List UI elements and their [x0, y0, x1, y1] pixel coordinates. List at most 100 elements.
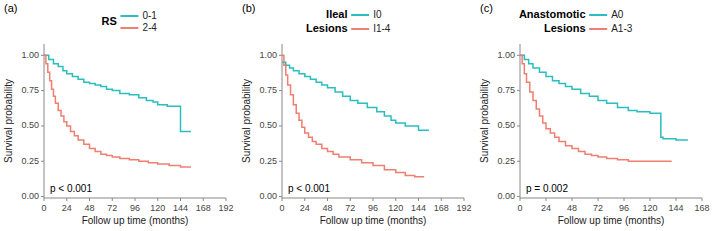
legend: 0-12-4: [120, 10, 157, 33]
panel-label: (b): [242, 2, 255, 14]
panel: 0.000.250.500.751.0002448729612014416819…: [241, 2, 472, 226]
plot-area: [520, 55, 688, 161]
x-tick: [650, 198, 651, 201]
x-axis-label: Follow up time (months): [320, 215, 427, 226]
y-tick: [279, 161, 282, 162]
x-tick-label: 96: [619, 203, 629, 213]
x-axis-line: [520, 198, 702, 199]
x-tick: [203, 198, 204, 201]
subtitle: Lesions: [544, 22, 586, 34]
x-tick: [180, 198, 181, 201]
legend: I0I1-4: [351, 9, 391, 34]
x-tick-label: 0: [279, 203, 284, 213]
y-tick-label: 1.00: [21, 50, 39, 60]
x-axis-label: Follow up time (months): [558, 215, 665, 226]
x-tick-label: 48: [322, 203, 332, 213]
survival-curve: [520, 55, 688, 140]
x-tick: [702, 198, 703, 201]
x-axis-label: Follow up time (months): [82, 215, 189, 226]
x-tick-label: 24: [541, 203, 551, 213]
x-tick: [520, 198, 521, 201]
x-tick: [624, 198, 625, 201]
legend-swatch: [589, 14, 607, 16]
y-tick-label: 0.75: [497, 85, 515, 95]
y-tick: [41, 90, 44, 91]
y-tick: [517, 55, 520, 56]
x-tick: [441, 198, 442, 201]
panel: 0.000.250.500.751.00024487296120144168Fo…: [479, 2, 710, 226]
x-tick-label: 144: [411, 203, 426, 213]
x-tick: [676, 198, 677, 201]
y-tick: [517, 90, 520, 91]
y-tick: [517, 125, 520, 126]
y-tick-label: 0.75: [21, 85, 39, 95]
y-tick-label: 0.25: [21, 156, 39, 166]
x-tick-label: 192: [218, 203, 233, 213]
p-value: p < 0.001: [288, 183, 330, 194]
y-tick-label: 0.50: [497, 120, 515, 130]
title: Ileal: [326, 8, 347, 20]
x-tick-label: 120: [150, 203, 165, 213]
x-tick: [89, 198, 90, 201]
y-tick-label: 0.00: [21, 191, 39, 201]
x-tick-label: 168: [434, 203, 449, 213]
legend-swatch: [589, 28, 607, 30]
x-tick: [418, 198, 419, 201]
p-value: p = 0.002: [526, 183, 568, 194]
y-tick-label: 0.75: [259, 85, 277, 95]
x-tick: [304, 198, 305, 201]
x-tick: [226, 198, 227, 201]
title: RS: [102, 15, 117, 27]
survival-curve: [282, 55, 424, 177]
y-axis-line: [282, 44, 283, 198]
survival-curve: [282, 62, 429, 130]
y-tick-label: 0.50: [21, 120, 39, 130]
legend-label: I0: [373, 9, 382, 20]
legend: A0A1-3: [589, 9, 633, 34]
y-tick: [279, 90, 282, 91]
y-tick: [41, 55, 44, 56]
y-tick: [41, 196, 44, 197]
y-axis-label: Survival probability: [241, 79, 252, 163]
x-tick: [282, 198, 283, 201]
y-tick: [41, 125, 44, 126]
legend-label: A0: [611, 9, 624, 20]
y-tick-label: 0.50: [259, 120, 277, 130]
y-tick: [279, 55, 282, 56]
x-tick-label: 120: [642, 203, 657, 213]
title: Anastomotic: [519, 8, 586, 20]
x-tick-label: 24: [62, 203, 72, 213]
legend-swatch: [351, 28, 369, 30]
legend-swatch: [351, 14, 369, 16]
x-tick-label: 72: [107, 203, 117, 213]
panel: 0.000.250.500.751.0002448729612014416819…: [3, 2, 234, 226]
x-tick-label: 48: [84, 203, 94, 213]
x-tick-label: 72: [345, 203, 355, 213]
legend-label: 2-4: [142, 22, 157, 33]
y-tick-label: 0.25: [497, 156, 515, 166]
y-tick-label: 0.00: [259, 191, 277, 201]
x-tick-label: 0: [517, 203, 522, 213]
x-tick-label: 96: [130, 203, 140, 213]
x-tick: [350, 198, 351, 201]
x-tick-label: 48: [567, 203, 577, 213]
x-tick: [373, 198, 374, 201]
x-tick-label: 24: [300, 203, 310, 213]
x-tick: [572, 198, 573, 201]
x-tick-label: 72: [593, 203, 603, 213]
x-tick: [66, 198, 67, 201]
subtitle: Lesions: [306, 22, 348, 34]
y-tick: [517, 161, 520, 162]
x-tick-label: 144: [668, 203, 683, 213]
x-tick-label: 96: [368, 203, 378, 213]
figure: 0.00 0.25 0.50 0.75 1.00 0 24 48 72 96 120 144 168 19…: [0, 0, 714, 231]
x-tick-label: 192: [456, 203, 471, 213]
y-tick-label: 1.00: [497, 50, 515, 60]
survival-curve: [44, 55, 191, 167]
survival-curve: [520, 55, 672, 161]
y-tick: [279, 125, 282, 126]
y-axis-label: Survival probability: [479, 79, 490, 163]
x-tick: [112, 198, 113, 201]
x-tick: [135, 198, 136, 201]
legend-swatch: [120, 27, 138, 29]
